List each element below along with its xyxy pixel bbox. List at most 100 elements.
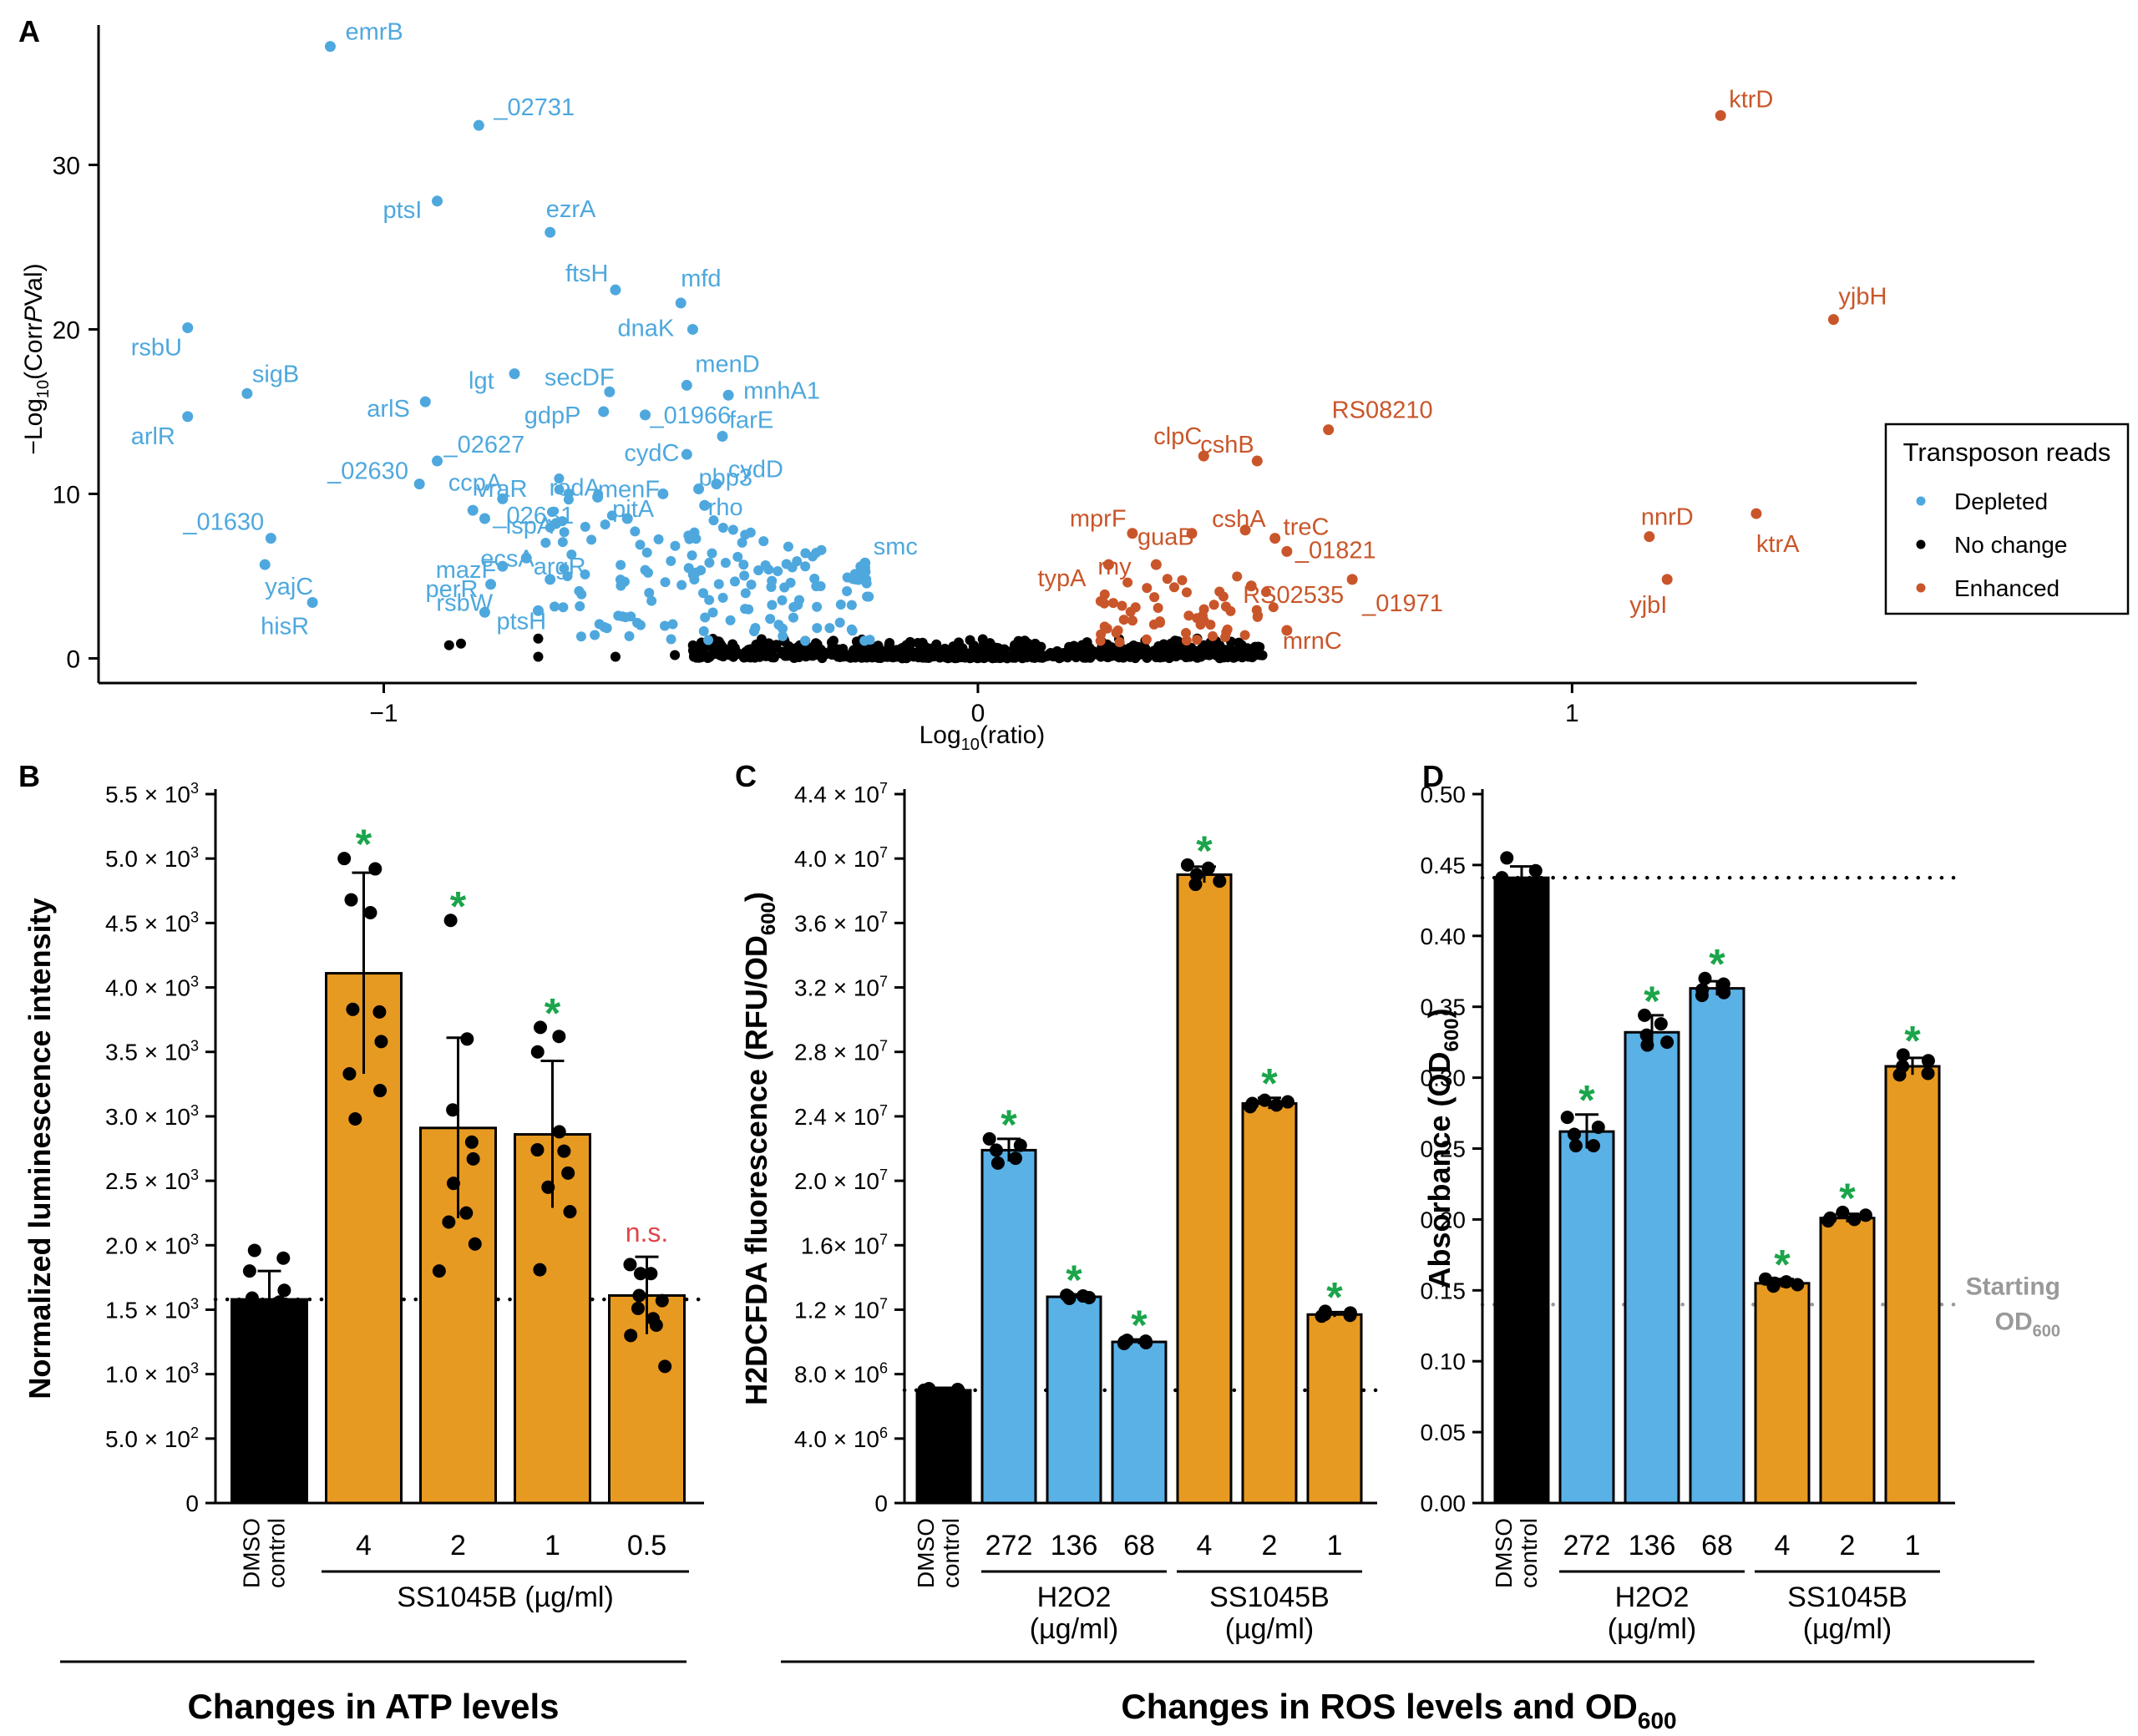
data-point [464, 1135, 479, 1149]
panel-letter-a: A [18, 14, 40, 48]
group-label: SS1045B (µg/ml) [397, 1582, 614, 1613]
point-label-cydC: cydC [624, 440, 679, 467]
data-point [337, 852, 352, 866]
y-tick-label: 0.15 [1421, 1278, 1467, 1303]
y-tick-label: 0.05 [1421, 1420, 1467, 1445]
x-tick-label: −1 [369, 700, 398, 727]
x-label-5: 2 [1262, 1530, 1278, 1561]
point-depleted [765, 614, 776, 625]
point-no-change [717, 650, 728, 660]
text-span: 600 [1441, 1018, 1463, 1051]
point-no-change [884, 640, 894, 651]
panel-d-od-bar-chart: D DMSO control * 272 * 136 * 68 * 4 * 2 * 1 0.00 0.05 0.1… [1421, 759, 2061, 1645]
point-enhanced [1096, 629, 1107, 640]
group-label-0-b: (µg/ml) [1030, 1613, 1118, 1645]
point-depleted [691, 567, 702, 578]
text-span: 7 [879, 780, 888, 797]
point-no-change [1189, 645, 1200, 656]
data-point [1567, 1127, 1581, 1141]
point-no-change [1158, 639, 1169, 650]
x-label-1: 272 [1563, 1530, 1611, 1561]
data-point [348, 1111, 362, 1126]
point-enhanced [1099, 598, 1110, 609]
point-label-perR: perR [426, 576, 479, 603]
point-no-change [455, 638, 466, 649]
point-depleted [703, 635, 714, 645]
data-point [1315, 1309, 1329, 1324]
point-depleted [554, 473, 565, 484]
point-depleted [740, 588, 751, 599]
text-span: 1.6× 10 [801, 1232, 879, 1258]
x-label-5: 2 [1840, 1530, 1856, 1561]
data-point [1497, 878, 1512, 892]
point-no-change [687, 640, 698, 650]
y-tick-label: 10 [53, 481, 80, 509]
text-span: 2 [190, 1425, 199, 1441]
point-label-RS08210: RS08210 [1332, 397, 1433, 424]
point-no-change [1045, 650, 1056, 661]
x-label-1: 4 [356, 1530, 372, 1561]
data-point [1892, 1068, 1907, 1082]
significance-mark-2: * [1066, 1257, 1082, 1303]
text-span: 4.4 × 10 [794, 782, 879, 807]
data-point [1013, 1138, 1027, 1152]
y-tick-label: 1.6× 107​ [801, 1231, 888, 1258]
text-span: 7 [879, 1102, 888, 1119]
data-point [1896, 1048, 1910, 1062]
point-menF [657, 488, 669, 499]
point-dnaK [686, 323, 698, 335]
data-point [247, 1303, 261, 1317]
significance-mark-3: * [1131, 1302, 1148, 1349]
data-point [1139, 1336, 1153, 1350]
point-ptsH [532, 605, 544, 616]
point-depleted [779, 582, 790, 593]
data-point [541, 1180, 555, 1194]
text-span: 3.0 × 10 [105, 1104, 190, 1130]
point-label-ktrA: ktrA [1756, 531, 1800, 558]
text-span: 600 [2033, 1322, 2060, 1340]
point-no-change [768, 643, 778, 654]
text-span: 6 [879, 1425, 888, 1441]
point-cshA [1239, 524, 1251, 536]
point-depleted [824, 623, 835, 634]
legend-title: Transposon reads [1903, 438, 2111, 467]
point-no-change [610, 651, 621, 662]
point-depleted [660, 620, 671, 631]
bar-6 [1884, 1065, 1941, 1505]
data-point [561, 1166, 575, 1180]
point-depleted [575, 631, 586, 642]
y-tick-label: 3.5 × 103​ [105, 1038, 199, 1065]
point-ccpA [497, 493, 509, 504]
point-no-change [1150, 650, 1161, 660]
point-label-01971: _01971 [1361, 590, 1443, 617]
bar-5 [1241, 1101, 1298, 1505]
data-point [247, 1243, 261, 1258]
x-label-1: 272 [985, 1530, 1033, 1561]
significance-mark-6: * [1326, 1273, 1343, 1320]
data-point [989, 1143, 1003, 1157]
text-span: ) [1422, 1008, 1457, 1018]
text-span: 1.0 × 10 [105, 1362, 190, 1388]
point-depleted [559, 563, 570, 574]
data-point [459, 1206, 474, 1220]
point-no-change [833, 644, 844, 655]
data-point [1062, 1291, 1077, 1305]
starting-od-label-2: OD600​ [1995, 1308, 2060, 1340]
point-enhanced [1141, 634, 1152, 645]
point-depleted [606, 510, 617, 521]
point-depleted [739, 570, 750, 581]
point-no-change [931, 639, 942, 650]
data-point [1189, 868, 1203, 882]
point-depleted [708, 515, 719, 526]
y-tick-label: 30 [53, 152, 80, 180]
significance-mark-5: * [1261, 1060, 1278, 1107]
data-point [1698, 971, 1712, 985]
data-point [1343, 1308, 1357, 1323]
bar-0 [1493, 876, 1550, 1505]
point-depleted [617, 611, 628, 622]
point-no-change [1053, 652, 1064, 663]
data-point [1258, 1093, 1272, 1107]
y-tick-label: 0.00 [1421, 1491, 1467, 1516]
point-label-menF: menF [598, 476, 660, 503]
